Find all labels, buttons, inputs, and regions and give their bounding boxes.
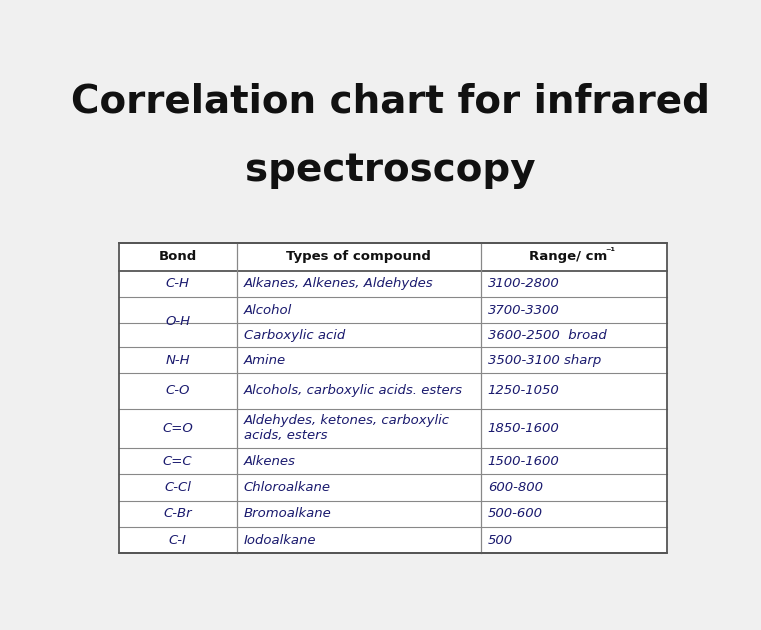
Text: Alkanes, Alkenes, Aldehydes: Alkanes, Alkenes, Aldehydes bbox=[244, 277, 433, 290]
Text: 600-800: 600-800 bbox=[488, 481, 543, 494]
Text: spectroscopy: spectroscopy bbox=[245, 151, 535, 189]
Text: ⁻¹: ⁻¹ bbox=[606, 248, 616, 258]
Text: C=O: C=O bbox=[162, 422, 193, 435]
Text: C-H: C-H bbox=[166, 277, 189, 290]
Text: 1500-1600: 1500-1600 bbox=[488, 455, 559, 468]
Text: Range/ cm: Range/ cm bbox=[529, 250, 607, 263]
Text: Aldehydes, ketones, carboxylic
acids, esters: Aldehydes, ketones, carboxylic acids, es… bbox=[244, 415, 450, 442]
Text: Types of compound: Types of compound bbox=[286, 250, 431, 263]
Text: 1250-1050: 1250-1050 bbox=[488, 384, 559, 398]
Text: Carboxylic acid: Carboxylic acid bbox=[244, 329, 345, 341]
Text: N-H: N-H bbox=[165, 353, 190, 367]
Text: 500-600: 500-600 bbox=[488, 507, 543, 520]
Text: Amine: Amine bbox=[244, 353, 286, 367]
Text: C-Cl: C-Cl bbox=[164, 481, 191, 494]
Text: 3100-2800: 3100-2800 bbox=[488, 277, 559, 290]
Text: Bond: Bond bbox=[158, 250, 197, 263]
Text: Bromoalkane: Bromoalkane bbox=[244, 507, 332, 520]
Text: Alcohol: Alcohol bbox=[244, 304, 292, 316]
Text: 500: 500 bbox=[488, 534, 513, 547]
Text: C=C: C=C bbox=[163, 455, 193, 468]
Text: 1850-1600: 1850-1600 bbox=[488, 422, 559, 435]
Text: C-Br: C-Br bbox=[164, 507, 192, 520]
Text: Chloroalkane: Chloroalkane bbox=[244, 481, 331, 494]
Text: 3700-3300: 3700-3300 bbox=[488, 304, 559, 316]
Text: Iodoalkane: Iodoalkane bbox=[244, 534, 317, 547]
Text: Correlation chart for infrared: Correlation chart for infrared bbox=[71, 83, 709, 121]
Text: Alkenes: Alkenes bbox=[244, 455, 295, 468]
Text: 3600-2500  broad: 3600-2500 broad bbox=[488, 329, 607, 341]
Bar bbox=[119, 243, 667, 553]
Text: 3500-3100 sharp: 3500-3100 sharp bbox=[488, 353, 601, 367]
Text: O-H: O-H bbox=[165, 316, 190, 328]
Text: Alcohols, carboxylic acids. esters: Alcohols, carboxylic acids. esters bbox=[244, 384, 463, 398]
Text: C-I: C-I bbox=[169, 534, 186, 547]
Text: C-O: C-O bbox=[165, 384, 189, 398]
